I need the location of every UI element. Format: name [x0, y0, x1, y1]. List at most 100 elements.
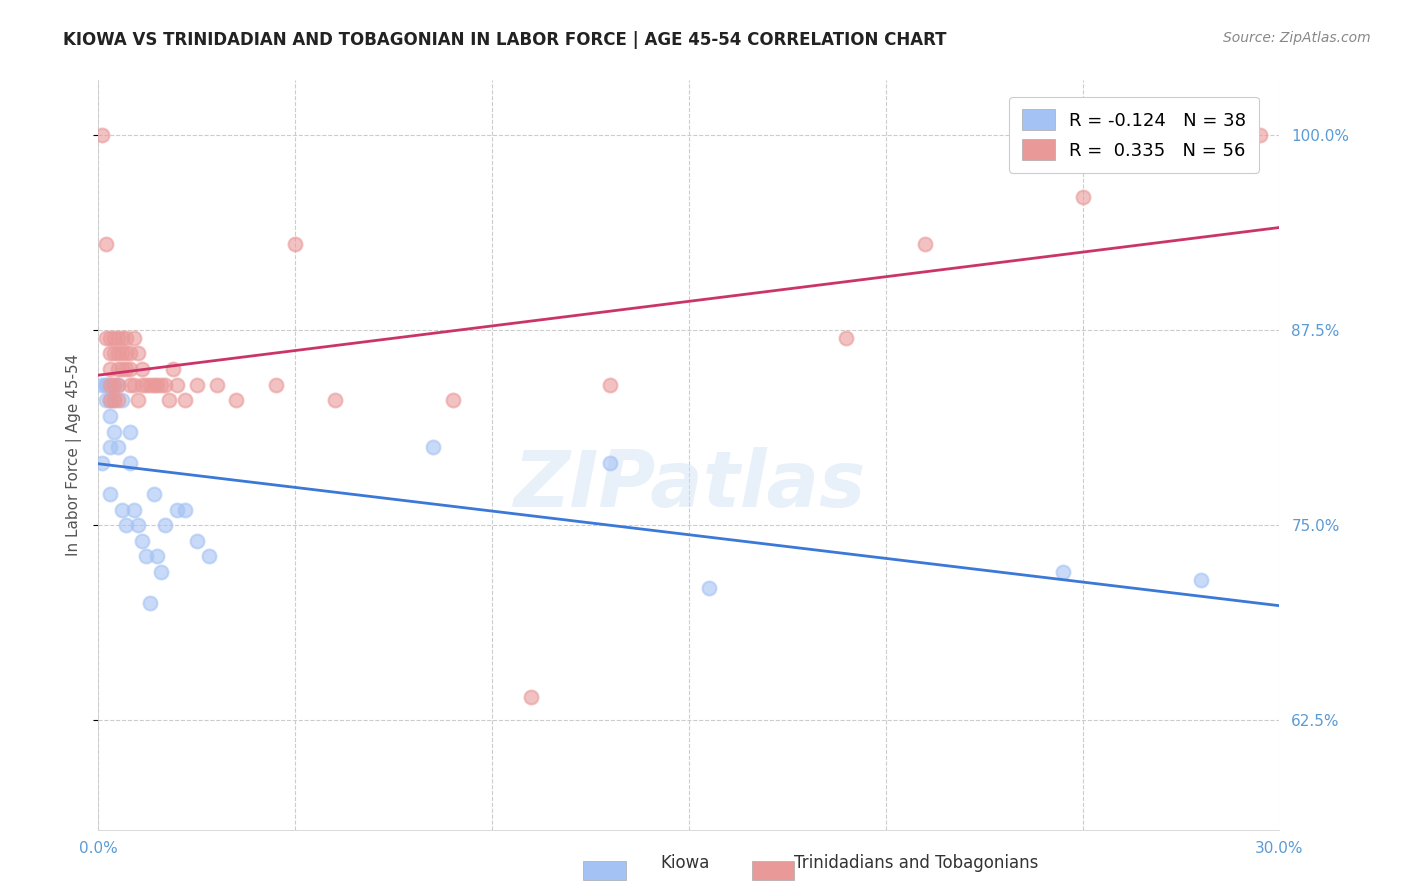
Point [150, 377, 173, 392]
Point [131, 377, 153, 392]
Point [174, 502, 197, 516]
Point [127, 518, 149, 533]
Point [135, 549, 157, 564]
Point [186, 377, 208, 392]
Legend: R = -0.124   N = 38, R =  0.335   N = 56: R = -0.124 N = 38, R = 0.335 N = 56 [1010, 97, 1258, 173]
Point [138, 377, 160, 392]
Point [422, 440, 444, 454]
Point [1189, 144, 1212, 158]
Point [103, 377, 125, 392]
Point [157, 393, 180, 408]
Point [146, 549, 169, 564]
Point [1071, 190, 1094, 204]
Point [103, 377, 125, 392]
Point [98, 409, 121, 423]
Point [205, 377, 228, 392]
Point [264, 377, 287, 392]
Point [1189, 573, 1212, 587]
Point [323, 393, 346, 408]
Point [914, 237, 936, 252]
Point [107, 331, 129, 345]
Point [103, 331, 125, 345]
Point [96, 237, 118, 252]
Point [107, 377, 129, 392]
Point [520, 690, 543, 704]
Point [98, 440, 121, 454]
Point [96, 377, 118, 392]
Point [111, 502, 134, 516]
Text: Trinidadians and Tobagonians: Trinidadians and Tobagonians [794, 855, 1039, 872]
Point [115, 518, 138, 533]
Y-axis label: In Labor Force | Age 45-54: In Labor Force | Age 45-54 [66, 354, 83, 556]
Point [111, 331, 134, 345]
Point [115, 346, 138, 360]
Point [166, 377, 188, 392]
Text: ZIPatlas: ZIPatlas [513, 447, 865, 523]
Point [98, 393, 121, 408]
Point [599, 456, 621, 470]
Point [98, 487, 121, 501]
Point [96, 393, 118, 408]
Point [122, 502, 145, 516]
Point [111, 393, 134, 408]
Point [131, 362, 153, 376]
Point [111, 362, 134, 376]
Point [197, 549, 219, 564]
Point [599, 377, 621, 392]
Point [127, 346, 149, 360]
Point [835, 331, 858, 345]
Point [225, 393, 247, 408]
Point [107, 377, 129, 392]
Point [162, 362, 184, 376]
Point [98, 393, 121, 408]
Point [142, 377, 165, 392]
Point [142, 487, 165, 501]
Point [103, 393, 125, 408]
Point [131, 533, 153, 548]
Point [122, 377, 145, 392]
Point [103, 393, 125, 408]
Point [107, 362, 129, 376]
Point [127, 393, 149, 408]
Point [122, 331, 145, 345]
Text: Source: ZipAtlas.com: Source: ZipAtlas.com [1223, 31, 1371, 45]
Point [98, 362, 121, 376]
Point [118, 346, 141, 360]
Point [111, 346, 134, 360]
Point [138, 596, 160, 610]
Point [107, 393, 129, 408]
Point [174, 393, 197, 408]
Point [118, 456, 141, 470]
Point [98, 331, 121, 345]
Point [135, 377, 157, 392]
Point [1052, 565, 1074, 579]
Point [146, 377, 169, 392]
Point [150, 565, 173, 579]
Point [284, 237, 307, 252]
Point [98, 377, 121, 392]
Point [96, 377, 118, 392]
Text: KIOWA VS TRINIDADIAN AND TOBAGONIAN IN LABOR FORCE | AGE 45-54 CORRELATION CHART: KIOWA VS TRINIDADIAN AND TOBAGONIAN IN L… [63, 31, 946, 49]
Point [103, 425, 125, 439]
Point [115, 362, 138, 376]
Text: Kiowa: Kiowa [661, 855, 710, 872]
Point [91, 128, 114, 142]
Point [103, 346, 125, 360]
Point [697, 581, 720, 595]
Point [118, 425, 141, 439]
Point [166, 502, 188, 516]
Point [186, 533, 208, 548]
Point [115, 331, 138, 345]
Point [1249, 128, 1271, 142]
Point [96, 331, 118, 345]
Point [155, 377, 177, 392]
Point [441, 393, 464, 408]
Point [107, 440, 129, 454]
Point [98, 377, 121, 392]
Point [118, 362, 141, 376]
Point [107, 346, 129, 360]
Point [91, 456, 114, 470]
Point [155, 518, 177, 533]
Point [91, 377, 114, 392]
Point [118, 377, 141, 392]
